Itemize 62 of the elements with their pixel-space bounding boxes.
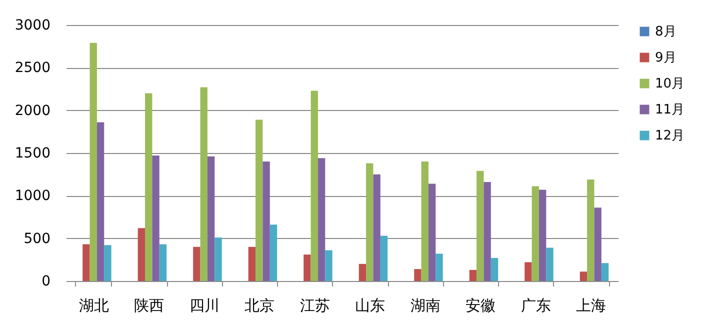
bar [414,269,422,281]
bar [82,244,90,281]
x-tick-label: 北京 [244,296,275,314]
bar [580,272,588,281]
bar [428,184,436,281]
bar [138,228,146,281]
bar [270,224,278,281]
bar [200,87,208,281]
legend-label: 12月 [655,128,685,144]
bar [366,163,374,281]
bar [538,190,546,281]
bar [152,156,160,281]
y-tick-label: 0 [42,274,50,290]
bar [594,208,602,281]
bar [587,179,594,281]
y-tick-label: 1000 [14,188,50,204]
x-tick-label: 山东 [355,296,386,314]
bar [469,270,477,281]
y-tick-label: 2000 [14,102,50,119]
legend-label: 10月 [655,76,685,92]
y-tick-label: 2500 [14,60,50,76]
bar [145,93,152,281]
bar [159,244,167,281]
bar [310,90,318,281]
bar [484,182,491,281]
bar [380,236,388,281]
y-tick-label: 500 [24,230,50,247]
legend-label: 11月 [655,102,685,118]
bar [436,254,443,281]
bar [532,186,539,281]
x-tick-label: 上海 [576,296,606,314]
bar [421,162,428,281]
y-tick-label: 1500 [14,146,50,162]
x-tick-label: 湖北 [78,296,109,314]
x-tick-label: 安徽 [466,296,496,314]
x-tick-label: 陕西 [134,296,164,314]
bar [214,237,222,281]
x-tick-label: 江苏 [300,296,330,314]
bar [207,156,215,281]
bar [256,120,263,281]
bar [358,264,366,281]
bar [325,250,332,281]
bar [90,42,97,281]
bar [373,174,380,281]
bar [601,263,609,281]
bar [96,122,104,281]
bar [490,258,498,281]
bar [524,262,532,281]
x-tick-label: 广东 [520,296,551,314]
bar [476,170,484,281]
bar [193,246,200,281]
bar [304,254,311,281]
y-tick-label: 3000 [14,18,50,34]
legend-label: 8月 [655,24,676,40]
bar [248,246,256,281]
bar [104,245,112,281]
bar [318,158,326,281]
bar [262,162,270,281]
legend-label: 9月 [655,50,676,66]
x-tick-label: 四川 [189,296,220,314]
bar [546,248,554,281]
x-tick-label: 湖南 [410,296,440,314]
